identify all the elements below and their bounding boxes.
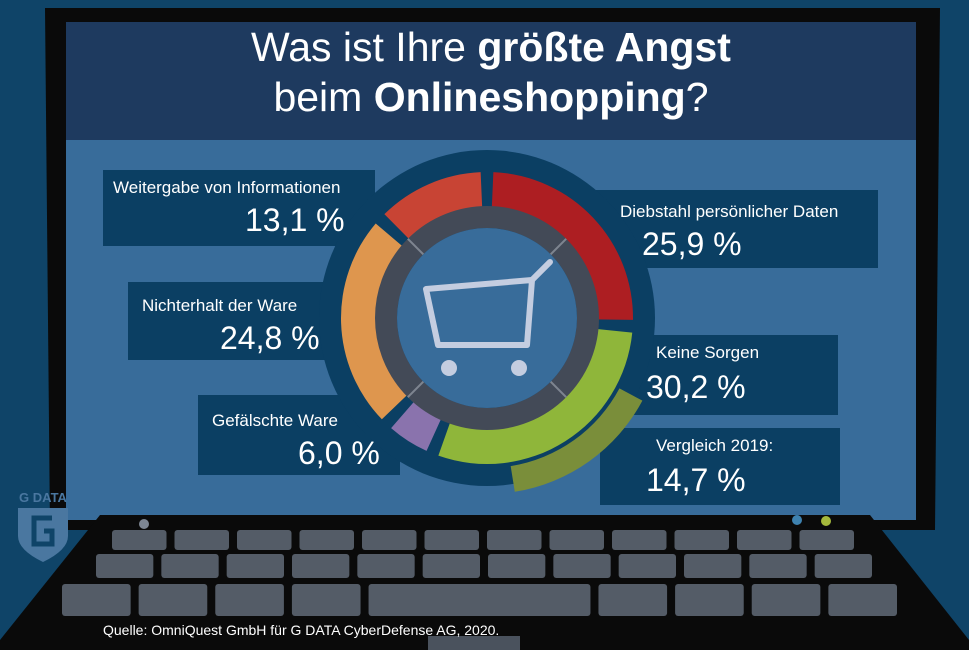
keyboard-key — [299, 530, 354, 550]
touchpad — [428, 636, 520, 650]
keyboard-key — [674, 530, 729, 550]
ring-tick — [549, 380, 567, 398]
slice-4 — [384, 172, 483, 242]
keyboard-key — [362, 530, 417, 550]
svg-text:G DATA: G DATA — [19, 490, 68, 505]
slice-label: Diebstahl persönlicher Daten — [620, 202, 839, 221]
source-note: Quelle: OmniQuest GmbH für G DATA CyberD… — [103, 622, 500, 638]
keyboard-key — [138, 584, 208, 616]
keyboard-key — [598, 584, 668, 616]
shopping-cart-icon — [423, 259, 553, 376]
keyboard-key — [291, 584, 361, 616]
keyboard-key — [814, 554, 872, 578]
comparison-arc — [510, 388, 643, 492]
inner-ring — [375, 206, 599, 430]
label-box-weitergabe: Weitergabe von Informationen 13,1 % — [103, 170, 375, 246]
slice-value: 6,0 % — [298, 435, 380, 471]
keyboard-key — [161, 554, 219, 578]
keyboard-key — [828, 584, 897, 616]
slice-label: Keine Sorgen — [656, 343, 760, 362]
slice-0 — [491, 172, 633, 320]
slice-label: Nichterhalt der Ware — [142, 296, 298, 315]
keyboard-key — [487, 530, 542, 550]
title-band — [66, 22, 916, 140]
slice-value: 13,1 % — [245, 202, 345, 238]
led-icon — [792, 515, 802, 525]
ring-tick — [407, 238, 425, 256]
keyboard-key — [96, 554, 154, 578]
keyboard-key — [612, 530, 667, 550]
keyboard-key — [357, 554, 415, 578]
label-box-vergleich: Vergleich 2019: 14,7 % — [600, 428, 840, 505]
slice-label: Gefälschte Ware — [212, 411, 338, 430]
keyboard-key — [751, 584, 821, 616]
keyboard-key — [675, 584, 744, 616]
keyboard-key — [424, 530, 479, 550]
keyboard-key — [226, 554, 284, 578]
keyboard-key — [422, 554, 480, 578]
slice-1 — [438, 328, 633, 464]
keyboard-key — [174, 530, 229, 550]
led-icon — [821, 516, 831, 526]
keyboard-key — [549, 530, 604, 550]
g-data-logo: G DATA — [18, 490, 68, 562]
ring-tick — [549, 238, 567, 256]
comparison-label: Vergleich 2019: — [656, 436, 774, 455]
keyboard-key — [112, 530, 167, 550]
slice-value: 30,2 % — [646, 369, 746, 405]
keyboard-key — [292, 554, 350, 578]
led-icon — [139, 519, 149, 529]
label-box-nichterhalt: Nichterhalt der Ware 24,8 % — [128, 282, 348, 360]
keyboard-key — [237, 530, 292, 550]
keyboard-key — [737, 530, 792, 550]
keyboard-key — [799, 530, 854, 550]
keyboard-key — [684, 554, 742, 578]
keyboard — [62, 530, 897, 616]
comparison-value: 14,7 % — [646, 462, 746, 498]
keyboard-key — [749, 554, 807, 578]
slice-label: Weitergabe von Informationen — [113, 178, 341, 197]
chart-title: Was ist Ihre größte Angst beim Onlinesho… — [251, 24, 731, 120]
keyboard-key — [488, 554, 546, 578]
spacebar-key — [368, 584, 591, 616]
slice-value: 25,9 % — [642, 226, 742, 262]
keyboard-key — [215, 584, 284, 616]
keyboard-key — [62, 584, 131, 616]
slice-value: 24,8 % — [220, 320, 320, 356]
ring-tick — [407, 380, 425, 398]
keyboard-key — [553, 554, 611, 578]
center-circle — [397, 228, 577, 408]
keyboard-key — [618, 554, 676, 578]
